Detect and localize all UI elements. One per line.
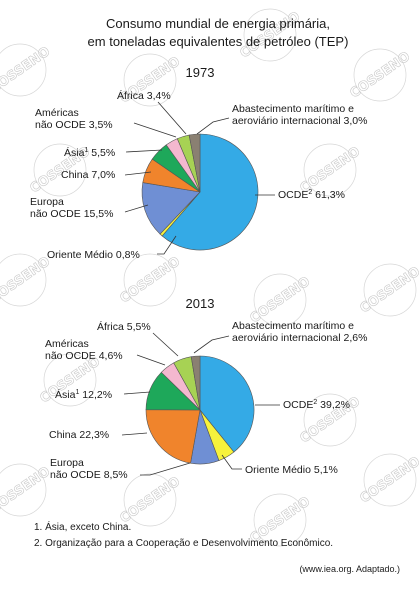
watermark-ring [33, 143, 87, 197]
watermark-ring [123, 253, 177, 307]
label-1973-oriente: Oriente Médio 0,8% [47, 249, 140, 261]
pie-2013-year: 2013 [186, 296, 215, 311]
watermark-ring [0, 43, 47, 97]
label-1973-china: China 7,0% [61, 169, 115, 181]
watermark-ring [0, 463, 47, 517]
label-1973-americas-line1: Américas [35, 107, 79, 119]
label-1973-africa-name: África [117, 89, 144, 102]
leader-2013-abast [193, 335, 230, 354]
label-2013-europa-line2: não OCDE 8,5% [50, 469, 128, 481]
label-1973-china-value: 7,0% [91, 169, 115, 181]
pie-1973 [141, 133, 259, 251]
footnote-2: 2. Organização para a Cooperação e Desen… [34, 538, 333, 549]
label-1973-ocde: OCDE2 61,3% [278, 189, 345, 201]
watermark-ring [363, 263, 417, 317]
label-2013-americas-line2: não OCDE 4,6% [45, 350, 123, 362]
footnote-1: 1. Ásia, exceto China. [34, 520, 131, 533]
pie-1973-slice-abastecimento [188, 133, 201, 193]
label-1973-europa-value: 15,5% [84, 208, 114, 220]
watermark-ring [43, 353, 97, 407]
figure-title-line2: em toneladas equivalentes de petróleo (T… [88, 34, 349, 49]
label-2013-abast-value: 2,6% [343, 332, 367, 344]
label-1973-abast-line2: aeroviário internacional 3,0% [232, 115, 367, 127]
watermark-ring [363, 453, 417, 507]
leader-2013-china [121, 432, 148, 436]
watermark-ring [123, 53, 177, 107]
leader-2013-americas [136, 354, 166, 366]
pie-1973-slice-europa [141, 182, 201, 235]
leader-1973-oriente [157, 235, 177, 255]
watermark-ring [123, 473, 177, 527]
label-2013-africa: África 5,5% [97, 320, 151, 333]
figure-title-line1: Consumo mundial de energia primária, [106, 16, 330, 31]
label-1973-abast-value: 3,0% [343, 115, 367, 127]
watermark-ring [303, 143, 357, 197]
label-1973-asia-value: 5,5% [91, 147, 115, 159]
leader-2013-europa [140, 462, 191, 476]
label-2013-americas-value: 4,6% [99, 350, 123, 362]
watermark-ring [243, 8, 297, 62]
label-1973-ocde-value: 61,3% [315, 189, 345, 201]
watermark-ring [0, 253, 47, 307]
label-2013-europa-value: 8,5% [104, 469, 128, 481]
leader-1973-asia [125, 149, 163, 153]
pie-2013 [145, 355, 255, 465]
pie-1973-year: 1973 [186, 65, 215, 80]
leader-2013-africa [152, 332, 179, 357]
label-1973-americas-line2: não OCDE 3,5% [35, 119, 113, 131]
watermark-ring [253, 493, 307, 547]
watermark-ring [303, 393, 357, 447]
watermark-ring [353, 48, 407, 102]
label-1973-oriente-value: 0,8% [116, 249, 140, 261]
leader-2013-asia [123, 391, 151, 395]
label-2013-abast-line1: Abastecimento marítimo e [232, 320, 354, 332]
leader-1973-americas [133, 122, 177, 138]
label-1973-asia: Ásia1 5,5% [64, 146, 115, 159]
leader-1973-abast [196, 117, 230, 135]
pie-1973-slice-ocde [161, 133, 259, 251]
label-1973-africa-value: 3,4% [147, 90, 171, 102]
pie-2013-slice-abastecimento [190, 355, 201, 411]
label-2013-abast-line2: aeroviário internacional 2,6% [232, 332, 367, 344]
label-2013-oriente: Oriente Médio 5,1% [245, 464, 338, 476]
label-2013-china: China 22,3% [49, 429, 109, 441]
pie-2013-slice-ocde [199, 355, 255, 453]
leader-1973-china [124, 171, 152, 176]
leader-1973-africa [157, 101, 187, 135]
leader-2013-oriente [221, 454, 242, 470]
label-1973-americas-value: 3,5% [89, 119, 113, 131]
pie-2013-slice-china [145, 409, 201, 464]
label-2013-oriente-value: 5,1% [314, 464, 338, 476]
label-2013-china-value: 22,3% [79, 429, 109, 441]
label-2013-ocde-value: 39,2% [320, 399, 350, 411]
watermark-ring [253, 273, 307, 327]
label-2013-ocde: OCDE2 39,2% [283, 399, 350, 411]
label-1973-europa-line2: não OCDE 15,5% [30, 208, 113, 220]
label-1973-europa-line1: Europa [30, 196, 64, 208]
source-note: (www.iea.org. Adaptado.) [299, 564, 400, 574]
label-2013-americas-line1: Américas [45, 338, 89, 350]
label-2013-asia: Ásia1 12,2% [55, 388, 112, 401]
label-1973-abast-line1: Abastecimento marítimo e [232, 103, 354, 115]
leader-1973-europa [124, 204, 149, 213]
label-2013-africa-value: 5,5% [127, 321, 151, 333]
label-2013-asia-value: 12,2% [82, 389, 112, 401]
label-2013-europa-line1: Europa [50, 457, 84, 469]
label-1973-africa: África 3,4% [117, 89, 171, 102]
